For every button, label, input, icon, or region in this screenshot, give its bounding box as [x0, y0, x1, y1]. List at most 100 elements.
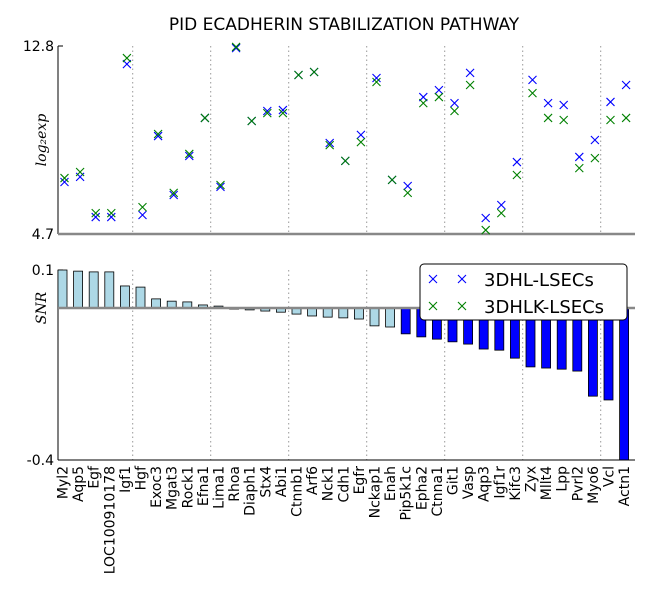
point [559, 100, 569, 110]
point [278, 108, 288, 118]
legend-marker [428, 274, 438, 284]
point [106, 212, 116, 222]
point [153, 131, 163, 141]
point [231, 43, 241, 53]
point [450, 98, 459, 108]
point [543, 98, 553, 108]
x-tick-label: Actn1 [617, 466, 633, 506]
bar [385, 307, 396, 328]
bar [400, 307, 411, 335]
bar [338, 307, 349, 319]
x-tick-label: Kifc3 [508, 466, 524, 501]
point [590, 153, 600, 163]
point [606, 97, 615, 107]
point [450, 106, 459, 116]
point [543, 113, 553, 123]
point [481, 225, 491, 235]
x-tick-label: Hgf [134, 465, 150, 490]
point [512, 157, 522, 167]
point [559, 115, 569, 125]
x-tick-label: Lima1 [212, 466, 228, 509]
bar [151, 298, 162, 309]
point [590, 135, 600, 145]
x-tick-label: Pip5k1c [399, 466, 415, 521]
point [574, 152, 584, 162]
x-tick-label: Aqp5 [71, 466, 87, 502]
point [138, 210, 147, 220]
point [403, 188, 413, 198]
legend-label: 3DHL-LSECs [484, 270, 594, 291]
point [325, 140, 335, 150]
point [169, 190, 179, 200]
point [247, 116, 257, 126]
bar [104, 271, 115, 309]
x-tick-label: Rhoa [227, 466, 243, 502]
bar [588, 307, 598, 397]
point [60, 177, 69, 187]
x-tick-label: Myo6 [586, 466, 602, 504]
point [356, 130, 366, 140]
bar [120, 285, 130, 309]
x-tick-label: Exoc3 [149, 466, 165, 508]
y-tick-label: -0.4 [27, 453, 54, 469]
point [262, 106, 272, 116]
point [434, 92, 444, 102]
bar [369, 307, 380, 327]
point [184, 149, 194, 159]
point [528, 88, 537, 98]
point [356, 137, 366, 147]
point [574, 163, 584, 173]
bar [353, 307, 364, 320]
y-tick-label: 0.1 [32, 263, 54, 279]
point [372, 73, 381, 83]
x-tick-label: Vcl [602, 466, 618, 487]
point [325, 138, 335, 148]
legend-marker [428, 301, 438, 311]
point [403, 181, 413, 191]
point [465, 68, 475, 78]
point [481, 213, 491, 223]
point [75, 167, 85, 177]
point [216, 182, 225, 192]
x-tick-label: Pvrl2 [570, 466, 586, 501]
x-tick-label: Lpp [555, 466, 571, 492]
y-tick-label: 4.7 [32, 227, 54, 243]
bar [73, 270, 83, 309]
point [434, 85, 444, 95]
legend-box [419, 263, 628, 321]
y-axis-label: SNR [34, 291, 50, 324]
x-tick-label: Mgat3 [165, 466, 181, 510]
chart-title: PID ECADHERIN STABILIZATION PATHWAY [169, 15, 520, 35]
point [91, 212, 101, 222]
point [200, 113, 210, 123]
point [184, 151, 194, 161]
point [340, 156, 350, 166]
point [138, 202, 147, 212]
x-tick-label: Efna1 [196, 466, 212, 506]
y-axis-label: log₂exp [34, 114, 50, 167]
point [621, 80, 631, 90]
point [294, 70, 303, 80]
legend-label: 3DHLK-LSECs [484, 297, 604, 318]
point [621, 113, 631, 123]
point [106, 208, 116, 218]
x-tick-label: LOC100910178 [102, 466, 118, 574]
point [153, 129, 163, 139]
x-tick-label: Git1 [446, 466, 462, 495]
bar [88, 271, 99, 309]
point [262, 108, 272, 118]
legend-marker [457, 274, 467, 284]
x-tick-label: Mllt4 [539, 466, 555, 500]
x-tick-label: Egf [87, 465, 103, 489]
point [496, 208, 506, 218]
point [91, 208, 101, 218]
x-tick-label: Epha2 [414, 466, 430, 510]
x-tick-label: Zyx [524, 466, 540, 492]
x-tick-label: Ctnnb1 [290, 466, 306, 517]
x-tick-label: Egfr [352, 466, 368, 495]
point [512, 170, 522, 180]
legend-marker [457, 301, 467, 311]
bar [619, 307, 629, 461]
x-tick-label: Diaph1 [243, 466, 259, 516]
